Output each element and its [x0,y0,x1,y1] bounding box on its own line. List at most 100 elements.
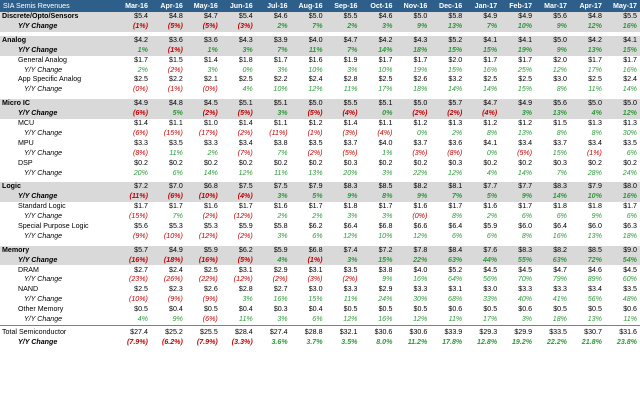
yoy-change-cell: 4% [486,168,498,177]
revenue-cell: $2.5 [518,75,533,84]
revenue-cell: $2.2 [273,75,288,84]
revenue-cell: $1.8 [553,202,567,211]
yoy-change-cell: (9%) [167,295,183,304]
revenue-cell: $7.2 [116,182,151,193]
revenue-cell: $0.3 [553,158,567,167]
row-label: General Analog [18,55,67,64]
yoy-change-cell: 18% [395,45,431,56]
yoy-change-row: Y/Y Change (6%) 5% (2%) (5%) 3% (5%) (4%) 0% (2%)… [0,109,640,119]
yoy-change-cell: 24% [622,168,637,177]
revenue-cell: $1.3 [623,119,637,128]
revenue-cell: $5.4 [116,12,151,22]
revenue-cell: $1.7 [483,55,498,64]
yoy-change-cell: 4% [242,85,253,94]
yoy-change-cell: 11.2% [407,337,428,346]
revenue-cell: $0.2 [169,158,183,167]
yoy-change-cell: 12% [552,65,567,74]
yoy-change-cell: 14% [482,85,498,94]
yoy-change-cell: 18% [413,85,428,94]
yoy-change-cell: (4%) [465,109,501,119]
yoy-change-cell: 16% [604,192,640,203]
spacer-cell [0,324,640,328]
revenue-cell: $3.3 [553,285,567,294]
revenue-cell: $0.2 [378,158,393,167]
yoy-change-row: Y/Y Change (23%) (26%) (22%) (12%) (2%) (3%) (2… [0,275,640,285]
yoy-change-cell: 3% [521,314,533,323]
revenue-cell: $1.4 [203,55,218,64]
yoy-change-cell: (1%) [116,21,151,32]
revenue-cell: $27.4 [130,327,148,336]
revenue-cell: $2.4 [308,75,323,84]
revenue-cell: $7.7 [465,182,501,193]
yoy-change-cell: 11% [588,85,602,94]
yoy-change-cell: 54% [604,255,640,266]
yoy-change-cell: (0%) [412,212,428,221]
revenue-cell: $6.4 [343,221,358,230]
revenue-cell: $1.6 [413,202,428,211]
revenue-cell: $4.5 [185,99,221,110]
revenue-cell: $3.5 [169,138,183,147]
row-spacer [0,241,640,246]
revenue-cell: $7.4 [325,245,361,256]
yoy-change-cell: (1%) [307,128,323,137]
revenue-cell: $7.6 [465,245,501,256]
yoy-change-cell: (6%) [202,314,218,323]
revenue-cell: $1.7 [448,202,463,211]
yoy-change-cell: 5% [465,192,501,203]
yoy-change-cell: 12% [413,231,428,240]
yoy-change-cell: (4%) [325,109,361,119]
yoy-change-cell: 12% [570,21,605,32]
revenue-cell: $6.4 [448,221,463,230]
subsegment-row: DSP $0.2 $0.2 $0.2 $0.2 $0.2 $0.2 $0.3 $0.2 $0.2 $… [0,158,640,168]
revenue-cell: $4.7 [325,35,361,46]
revenue-cell: $3.7 [343,138,358,147]
revenue-cell: $4.1 [465,35,501,46]
yoy-change-cell: 8% [556,85,567,94]
yoy-change-cell: 14% [622,85,637,94]
revenue-cell: $0.5 [134,305,148,314]
yoy-change-cell: (2%) [167,65,183,74]
yoy-change-cell: 89% [587,275,602,284]
yoy-change-cell: 3% [277,65,288,74]
yoy-change-cell: 10% [378,231,393,240]
revenue-cell: $8.5 [360,182,396,193]
revenue-cell: $5.8 [273,221,288,230]
revenue-cell: $30.6 [409,327,428,336]
subsegment-row: Standard Logic $1.7 $1.7 $1.6 $1.7 $1.6 $1.7 $1… [0,202,640,212]
revenue-cell: $2.5 [134,75,148,84]
revenue-cell: $4.1 [483,138,498,147]
revenue-cell: $1.8 [343,202,358,211]
revenue-cell: $5.0 [290,99,326,110]
yoy-change-cell: (4%) [220,192,256,203]
revenue-cell: $6.2 [308,221,323,230]
revenue-cell: $4.9 [465,12,501,22]
yoy-change-cell: (2%) [202,212,218,221]
revenue-cell: $33.9 [444,327,463,336]
yoy-change-cell: 41% [552,295,567,304]
revenue-cell: $6.4 [553,221,567,230]
revenue-cell: $7.9 [570,182,605,193]
revenue-cell: $5.9 [483,221,498,230]
yoy-change-cell: (6.2%) [161,337,183,346]
yoy-change-cell: (2%) [272,275,288,284]
yoy-change-cell: 1% [185,45,221,56]
total-separator [0,324,640,328]
revenue-cell: $1.2 [518,119,533,128]
revenue-cell: $0.2 [413,158,428,167]
revenue-cell: $0.6 [623,305,637,314]
yoy-change-cell: (6%) [132,128,148,137]
yoy-change-cell: (5%) [150,21,186,32]
revenue-cell: $0.2 [308,158,323,167]
revenue-cell: $1.7 [588,55,602,64]
revenue-cell: $4.6 [588,265,602,274]
segment-row: Micro IC $4.9 $4.8 $4.5 $5.1 $5.1 $5.0 $5.5 $5.1… [0,99,640,110]
revenue-cell: $3.8 [273,138,288,147]
yoy-change-cell: 8% [486,128,498,137]
yoy-change-row: Y/Y Change (11%) (6%) (10%) (4%) 3% 5% 9% 8% 9% 7%… [0,192,640,203]
yoy-change-cell: 13% [587,314,602,323]
revenue-cell: $32.1 [339,327,358,336]
revenue-cell: $3.5 [623,138,637,147]
revenue-cell: $1.7 [378,202,393,211]
revenue-cell: $3.4 [238,138,253,147]
yoy-change-cell: 64% [448,275,463,284]
